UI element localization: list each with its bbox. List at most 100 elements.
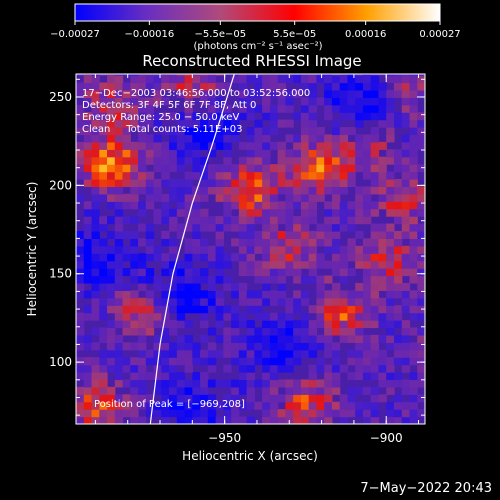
heatmap-cell	[114, 238, 124, 247]
heatmap-cell	[355, 89, 364, 98]
heatmap-cell	[331, 134, 341, 143]
heatmap-cell	[83, 253, 93, 262]
heatmap-cell	[409, 327, 418, 336]
heatmap-cell	[285, 305, 294, 314]
heatmap-cell	[308, 179, 318, 188]
heatmap-cell	[316, 342, 325, 351]
heatmap-cell	[246, 290, 255, 299]
heatmap-cell	[293, 416, 302, 424]
heatmap-cell	[223, 127, 232, 136]
heatmap-cell	[401, 201, 411, 210]
heatmap-cell	[370, 394, 380, 403]
heatmap-cell	[386, 282, 395, 291]
heatmap-cell	[238, 89, 248, 98]
heatmap-cell	[153, 74, 162, 76]
heatmap-cell	[76, 253, 85, 262]
heatmap-cell	[76, 275, 85, 284]
heatmap-cell	[153, 312, 162, 321]
heatmap-cell	[401, 89, 411, 98]
heatmap-cell	[347, 290, 356, 299]
heatmap-cell	[200, 320, 209, 329]
heatmap-cell	[362, 290, 372, 299]
heatmap-cell	[409, 230, 418, 239]
heatmap-cell	[254, 260, 263, 269]
heatmap-cell	[355, 342, 364, 351]
heatmap-cell	[331, 245, 341, 254]
heatmap-cell	[83, 127, 93, 136]
heatmap-cell	[122, 297, 131, 306]
heatmap-cell	[238, 193, 248, 202]
heatmap-cell	[285, 334, 294, 343]
heatmap-cell	[300, 260, 310, 269]
heatmap-cell	[176, 401, 186, 410]
heatmap-cell	[200, 119, 209, 128]
heatmap-cell	[425, 90, 433, 98]
heatmap-cell	[386, 364, 395, 373]
heatmap-cell	[425, 201, 433, 209]
heatmap-cell	[386, 372, 395, 381]
heatmap-cell	[324, 134, 333, 143]
heatmap-cell	[215, 401, 224, 410]
heatmap-cell	[153, 305, 162, 314]
heatmap-cell	[277, 119, 286, 128]
heatmap-cell	[308, 334, 318, 343]
heatmap-cell	[393, 201, 403, 210]
heatmap-cell	[176, 82, 186, 91]
heatmap-cell	[331, 342, 341, 351]
heatmap-cell	[362, 260, 372, 269]
heatmap-cell	[83, 141, 93, 150]
heatmap-cell	[347, 223, 356, 232]
heatmap-cell	[114, 141, 124, 150]
heatmap-cell	[339, 216, 349, 225]
heatmap-cell	[246, 364, 255, 373]
heatmap-cell	[370, 141, 380, 150]
heatmap-cell	[425, 209, 433, 217]
heatmap-cell	[331, 372, 341, 381]
heatmap-cell	[293, 89, 302, 98]
heatmap-cell	[238, 74, 248, 76]
heatmap-cell	[417, 141, 425, 150]
heatmap-cell	[246, 141, 255, 150]
heatmap-cell	[393, 216, 403, 225]
heatmap-cell	[184, 386, 193, 395]
heatmap-cell	[393, 74, 403, 76]
heatmap-cell	[207, 216, 217, 225]
heatmap-cell	[378, 357, 387, 366]
heatmap-cell	[277, 416, 286, 424]
heatmap-cell	[254, 179, 263, 188]
heatmap-cell	[425, 186, 433, 194]
heatmap-cell	[347, 74, 356, 76]
heatmap-cell	[114, 74, 124, 76]
heatmap-cell	[355, 112, 364, 121]
heatmap-cell	[347, 386, 356, 395]
heatmap-cell	[285, 320, 294, 329]
heatmap-cell	[169, 342, 178, 351]
heatmap-cell	[355, 134, 364, 143]
heatmap-cell	[331, 156, 341, 165]
heatmap-cell	[83, 268, 93, 277]
heatmap-cell	[269, 238, 279, 247]
heatmap-cell	[285, 208, 294, 217]
heatmap-cell	[262, 342, 271, 351]
heatmap-cell	[331, 74, 341, 76]
heatmap-cell	[246, 401, 255, 410]
heatmap-cell	[370, 164, 380, 173]
heatmap-cell	[285, 253, 294, 262]
heatmap-cell	[176, 149, 186, 158]
heatmap-cell	[393, 334, 403, 343]
heatmap-cell	[324, 334, 333, 343]
heatmap-cell	[417, 290, 425, 299]
heatmap-cell	[83, 275, 93, 284]
heatmap-cell	[316, 357, 325, 366]
heatmap-cell	[308, 320, 318, 329]
heatmap-cell	[176, 112, 186, 121]
heatmap-cell	[153, 245, 162, 254]
heatmap-cell	[83, 364, 93, 373]
heatmap-cell	[355, 409, 364, 418]
heatmap-cell	[200, 312, 209, 321]
heatmap-cell	[161, 305, 170, 314]
heatmap-cell	[277, 141, 286, 150]
heatmap-cell	[114, 179, 124, 188]
heatmap-cell	[393, 312, 403, 321]
